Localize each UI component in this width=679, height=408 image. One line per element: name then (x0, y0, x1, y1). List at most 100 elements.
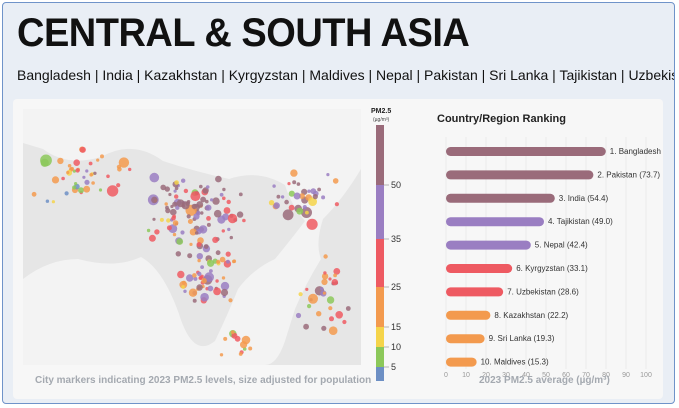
city-marker (175, 251, 181, 257)
city-marker (128, 167, 132, 172)
bar-label: 10. Maldives (15.3) (481, 358, 549, 367)
city-marker (212, 236, 219, 243)
city-marker (303, 323, 309, 330)
city-marker (328, 326, 338, 335)
city-marker (196, 242, 202, 247)
city-marker (174, 194, 179, 199)
city-marker (226, 259, 230, 264)
city-marker (215, 250, 221, 256)
city-marker (238, 192, 243, 197)
city-marker (220, 288, 229, 297)
city-marker (219, 192, 224, 197)
city-marker (321, 195, 326, 200)
legend-tick-label: 15 (391, 322, 401, 332)
legend-color-segment (376, 239, 384, 287)
city-marker (194, 231, 199, 235)
city-marker (241, 335, 251, 345)
city-marker (192, 298, 197, 303)
city-marker (323, 271, 327, 275)
city-marker (205, 185, 210, 189)
bar-label: 1. Bangladesh (79.9) (610, 147, 661, 156)
map-city-markers (31, 146, 351, 357)
bar-label: 4. Tajikistan (49.0) (548, 217, 613, 226)
city-marker (316, 311, 322, 317)
city-marker (234, 335, 241, 342)
city-marker (205, 204, 212, 211)
bar-label: 3. India (54.4) (559, 194, 609, 203)
city-marker (320, 287, 324, 291)
city-marker (159, 217, 164, 222)
city-marker (206, 216, 211, 221)
city-marker (186, 214, 191, 219)
bar-label: 2. Pakistan (73.7) (597, 170, 660, 179)
city-marker (333, 273, 337, 278)
ranking-bar (446, 147, 606, 156)
city-marker (302, 205, 307, 210)
city-marker (174, 186, 179, 191)
city-marker (148, 234, 156, 242)
city-marker (317, 187, 321, 192)
city-marker (299, 193, 305, 199)
legend-title: PM2.5 (371, 108, 391, 115)
city-marker (93, 171, 97, 175)
city-marker (305, 287, 309, 291)
city-marker (298, 292, 303, 297)
city-marker (326, 173, 330, 177)
city-marker (183, 289, 187, 293)
city-marker (193, 276, 198, 281)
map-caption: City markers indicating 2023 PM2.5 level… (35, 375, 372, 386)
city-marker (64, 191, 69, 196)
city-marker (193, 213, 200, 220)
city-marker (151, 196, 158, 204)
city-marker (308, 293, 318, 304)
page-title: CENTRAL & SOUTH ASIA (17, 11, 470, 56)
legend-color-segment (376, 367, 384, 381)
city-marker (189, 228, 197, 236)
x-tick-label: 70 (582, 372, 590, 379)
city-marker (328, 306, 333, 311)
city-marker (292, 180, 297, 185)
city-marker (170, 208, 177, 216)
city-marker (219, 256, 226, 263)
x-tick-label: 90 (622, 372, 630, 379)
city-marker (174, 180, 179, 185)
legend-color-segment (376, 185, 384, 239)
city-marker (188, 288, 198, 297)
city-marker (116, 183, 121, 188)
city-marker (328, 277, 332, 281)
city-marker (189, 242, 193, 246)
city-marker (203, 244, 209, 249)
city-marker (166, 225, 172, 231)
city-marker (190, 191, 201, 202)
city-marker (268, 200, 275, 206)
city-marker (176, 238, 184, 245)
city-marker (100, 154, 104, 159)
content-panel: City markers indicating 2023 PM2.5 level… (13, 99, 663, 399)
city-marker (88, 161, 93, 166)
city-marker (221, 276, 226, 280)
city-marker (345, 306, 351, 311)
city-marker (332, 178, 339, 184)
city-marker (192, 273, 197, 278)
city-marker (196, 253, 203, 260)
city-marker (215, 279, 219, 283)
x-tick-label: 40 (522, 372, 530, 379)
city-marker (331, 279, 338, 286)
country-list: Bangladesh | India | Kazakhstan | Kyrgyz… (17, 67, 675, 83)
city-marker (248, 346, 253, 351)
city-marker (282, 209, 294, 221)
city-marker (45, 199, 50, 203)
city-marker (78, 187, 84, 194)
city-marker (72, 185, 77, 190)
ranking-bar (446, 310, 491, 320)
city-marker (219, 353, 224, 357)
city-marker (228, 298, 233, 303)
ranking-bar (446, 217, 544, 227)
city-marker (205, 199, 209, 204)
city-marker (326, 296, 335, 304)
infographic-frame: CENTRAL & SOUTH ASIA Bangladesh | India … (2, 2, 675, 404)
city-marker (202, 187, 209, 194)
city-marker (73, 159, 80, 166)
legend-unit: (µg/m³) (373, 117, 390, 123)
city-marker (213, 209, 222, 218)
